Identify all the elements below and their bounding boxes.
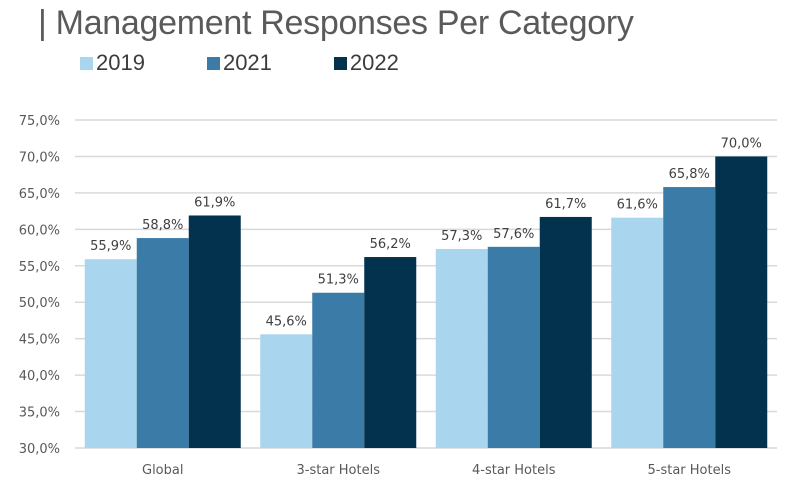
x-axis: Global 3-star Hotels 4-star Hotels 5-star H… (142, 463, 731, 478)
legend-label-2021: 2021 (222, 50, 272, 75)
y-tick-label: 40,0% (19, 369, 60, 384)
legend-swatch-2022 (333, 56, 347, 70)
bar-2021-0 (136, 238, 189, 448)
y-tick-label: 45,0% (19, 333, 60, 348)
data-label-2022: 61,7% (545, 197, 586, 212)
bar-2021-2 (487, 246, 540, 448)
data-label-2019: 57,3% (441, 229, 482, 244)
data-label-2021: 57,6% (493, 227, 534, 242)
bar-2021-1 (312, 292, 365, 448)
data-labels: 55,9% 58,8% 61,9% 45,6% 51,3% 56,2% 57,3% 57,6%… (90, 136, 762, 329)
data-label-2021: 58,8% (142, 218, 183, 233)
x-category-label: 4-star Hotels (472, 463, 556, 478)
data-label-2022: 56,2% (370, 237, 411, 252)
x-category-label: Global (142, 463, 183, 478)
bar-2019-2 (435, 249, 488, 448)
bar-2022-1 (364, 257, 417, 448)
legend-item-2021: 2021 (206, 50, 272, 76)
legend-item-2022: 2022 (333, 50, 399, 76)
data-label-2019: 61,6% (617, 198, 658, 213)
y-tick-label: 75,0% (19, 114, 60, 129)
x-category-label: 3-star Hotels (297, 463, 381, 478)
bar-2022-0 (188, 215, 241, 448)
y-tick-label: 70,0% (19, 150, 60, 165)
legend-item-2019: 2019 (80, 50, 145, 76)
legend: 2019 2021 2022 (80, 50, 461, 76)
data-label-2019: 55,9% (90, 239, 131, 254)
bar-2021-3 (663, 187, 716, 448)
data-label-2021: 65,8% (669, 167, 710, 182)
y-tick-label: 30,0% (19, 442, 60, 457)
bar-2019-3 (611, 217, 664, 448)
data-label-2022: 61,9% (194, 195, 235, 210)
bar-2019-1 (260, 334, 313, 448)
data-label-2021: 51,3% (318, 273, 359, 288)
y-tick-label: 60,0% (19, 223, 60, 238)
y-axis: 30,0% 35,0% 40,0% 45,0% 50,0% 55,0% 60,0% 65,0%… (19, 114, 60, 457)
y-tick-label: 50,0% (19, 296, 60, 311)
data-label-2019: 45,6% (266, 314, 307, 329)
bar-2022-3 (715, 156, 768, 448)
y-tick-label: 35,0% (19, 406, 60, 421)
x-category-label: 5-star Hotels (648, 463, 732, 478)
legend-swatch-2019 (80, 56, 93, 70)
chart-title: | Management Responses Per Category (38, 4, 634, 42)
bar-2019-0 (84, 259, 137, 448)
y-tick-label: 55,0% (19, 260, 60, 275)
bars (84, 156, 768, 448)
data-label-2022: 70,0% (721, 136, 762, 151)
bar-2022-2 (539, 216, 592, 448)
y-tick-label: 65,0% (19, 187, 60, 202)
legend-swatch-2021 (206, 56, 220, 70)
legend-label-2022: 2022 (349, 50, 399, 75)
legend-label-2019: 2019 (96, 50, 145, 75)
